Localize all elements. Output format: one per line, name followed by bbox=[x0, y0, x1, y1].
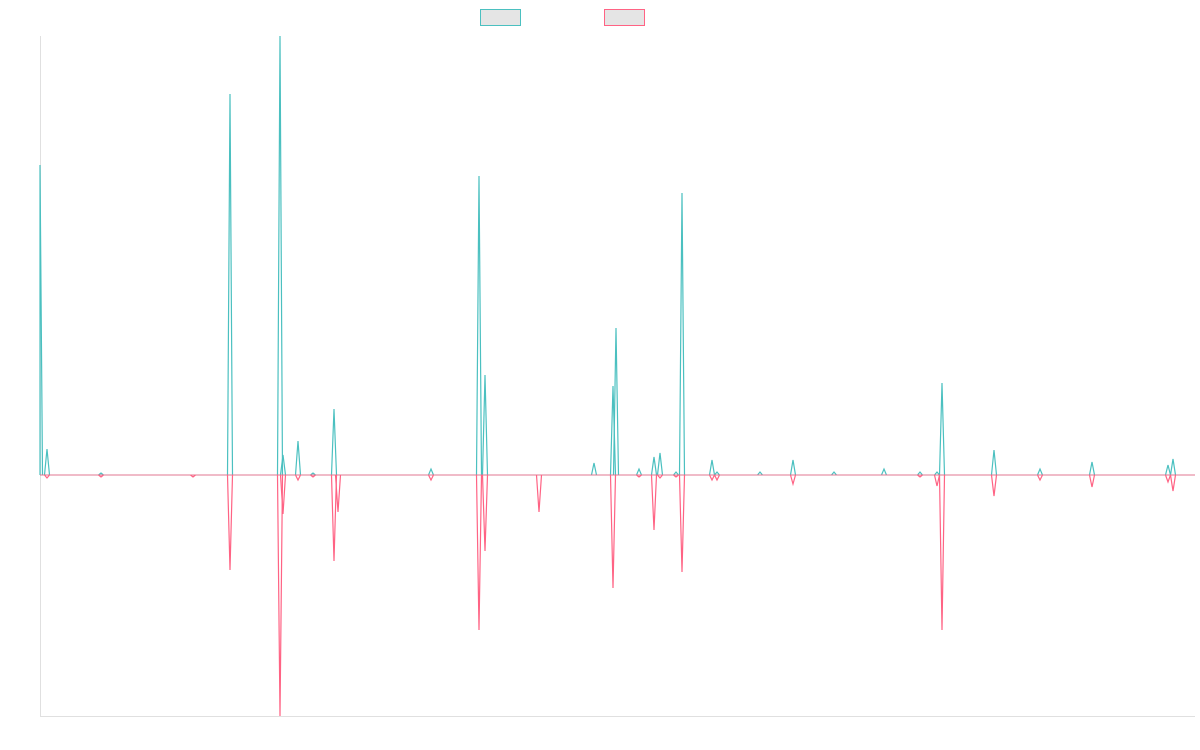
series-1-spike bbox=[330, 408, 338, 476]
series-2-spike bbox=[990, 474, 998, 497]
series-2-spike bbox=[636, 474, 642, 478]
legend bbox=[480, 9, 645, 26]
series-1-spike bbox=[990, 449, 998, 476]
series-1-spike bbox=[789, 459, 797, 476]
series-1-spike bbox=[294, 440, 302, 476]
series-2-spike bbox=[279, 474, 287, 515]
series-2-spike bbox=[713, 474, 721, 482]
series-1-spike bbox=[917, 471, 923, 476]
series-2-spike bbox=[1169, 474, 1177, 492]
series-2-spike bbox=[294, 474, 302, 482]
series-1-spike bbox=[714, 471, 720, 476]
series-2-spike bbox=[427, 474, 435, 482]
series-2-spike bbox=[475, 474, 483, 631]
series-2-spike bbox=[190, 474, 196, 478]
series-2-spike bbox=[789, 474, 797, 487]
series-1-spike bbox=[880, 467, 888, 476]
legend-swatch-2[interactable] bbox=[604, 9, 645, 26]
series-2-spike bbox=[708, 474, 716, 482]
series-1-spike bbox=[98, 472, 104, 476]
series-2-spike bbox=[673, 474, 679, 478]
series-1-spike bbox=[427, 467, 435, 476]
series-1-spike bbox=[1036, 467, 1044, 476]
series-1-spike bbox=[310, 472, 316, 476]
series-1-spike bbox=[678, 192, 686, 476]
series-2-spike bbox=[609, 474, 617, 589]
series-1-spike bbox=[612, 327, 620, 476]
legend-swatch-1[interactable] bbox=[480, 9, 521, 26]
series-2-spike bbox=[481, 474, 489, 552]
series-2-spike bbox=[657, 474, 663, 479]
series-1-spike bbox=[757, 471, 763, 476]
series-1-spike bbox=[481, 374, 489, 476]
plot-area bbox=[39, 35, 1195, 717]
series-2-spike bbox=[44, 474, 50, 479]
series-2-spike bbox=[1036, 474, 1044, 482]
series-2-spike bbox=[678, 474, 686, 573]
series-1-spike bbox=[708, 459, 716, 476]
series-1-spike bbox=[475, 175, 483, 476]
series-1-spike bbox=[43, 448, 51, 476]
series-1-spike bbox=[1088, 461, 1096, 476]
series-2-spike bbox=[933, 474, 941, 487]
series-1-spike bbox=[1164, 464, 1172, 476]
series-1-spike bbox=[276, 35, 284, 476]
series-1-spike bbox=[635, 467, 643, 476]
series-1-spike bbox=[938, 382, 946, 476]
series-2-spike bbox=[330, 474, 338, 562]
series-2-spike bbox=[98, 474, 104, 478]
series-1-spike bbox=[934, 471, 940, 476]
series-1-spike bbox=[650, 456, 658, 476]
series-1-spike bbox=[831, 471, 837, 476]
series-2-spike bbox=[226, 474, 234, 571]
series-1-spike bbox=[656, 452, 664, 476]
series-2-spike bbox=[310, 474, 316, 478]
series-1-spike bbox=[279, 454, 287, 476]
series-2-spike bbox=[650, 474, 658, 531]
series-1-spike bbox=[609, 385, 617, 476]
series-1-spike bbox=[590, 462, 598, 476]
series-2-spike bbox=[276, 474, 284, 717]
series-2-spike bbox=[535, 474, 543, 513]
series-2-spike bbox=[938, 474, 946, 631]
series-1-spike bbox=[1169, 458, 1177, 476]
series-2-spike bbox=[1088, 474, 1096, 488]
series-2-spike bbox=[917, 474, 923, 478]
series-2-spike bbox=[334, 474, 342, 513]
series-1-spike bbox=[39, 164, 44, 476]
series-1-spike bbox=[673, 471, 679, 476]
series-2-spike bbox=[1164, 474, 1172, 484]
series-1-spike bbox=[226, 93, 234, 476]
